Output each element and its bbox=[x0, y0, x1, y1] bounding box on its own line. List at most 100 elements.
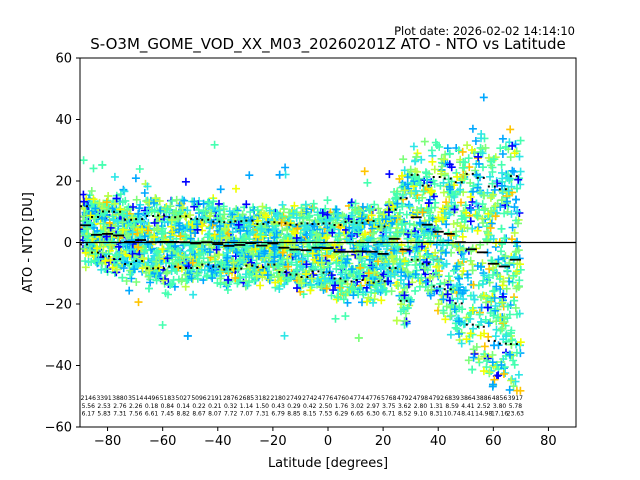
bin-stat-std: 7.56 bbox=[129, 411, 143, 418]
scatter-point bbox=[227, 219, 235, 228]
bin-stat-std: 6.30 bbox=[366, 411, 380, 418]
scatter-point bbox=[363, 297, 371, 306]
scatter-point bbox=[93, 244, 101, 253]
scatter-point bbox=[487, 219, 496, 228]
scatter-point bbox=[484, 332, 493, 341]
scatter-point bbox=[496, 144, 505, 153]
scatter-point bbox=[231, 252, 240, 261]
scatter-point bbox=[253, 206, 262, 215]
scatter-point bbox=[442, 198, 451, 207]
scatter-point bbox=[449, 266, 458, 275]
scatter-point bbox=[473, 226, 482, 235]
scatter-point bbox=[347, 285, 356, 294]
scatter-point bbox=[208, 274, 217, 283]
scatter-point bbox=[269, 243, 278, 252]
bin-stat-mean: 0.18 bbox=[145, 403, 159, 410]
bin-std-markers bbox=[80, 172, 521, 345]
scatter-point bbox=[473, 262, 482, 270]
scatter-point bbox=[248, 228, 257, 237]
bin-stat-count: 2146 bbox=[81, 395, 96, 402]
scatter-point bbox=[341, 258, 350, 267]
scatter-point bbox=[87, 187, 96, 195]
scatter-point bbox=[104, 192, 113, 200]
scatter-point bbox=[461, 170, 470, 179]
scatter-point bbox=[468, 244, 477, 253]
scatter-point bbox=[283, 225, 292, 234]
scatter-point bbox=[243, 243, 251, 252]
scatter-point bbox=[318, 209, 327, 217]
scatter-point bbox=[349, 220, 358, 229]
scatter-point bbox=[406, 165, 415, 174]
scatter-point bbox=[262, 203, 271, 212]
scatter-point bbox=[429, 176, 438, 185]
scatter-point bbox=[508, 235, 516, 244]
scatter-point bbox=[427, 187, 436, 196]
scatter-point bbox=[420, 137, 429, 146]
scatter-point bbox=[335, 283, 344, 292]
scatter-point bbox=[140, 189, 149, 197]
scatter-point bbox=[468, 306, 477, 315]
y-tick-label: −40 bbox=[45, 359, 72, 374]
scatter-point bbox=[467, 205, 475, 214]
scatter-point bbox=[402, 210, 411, 219]
scatter-point bbox=[455, 246, 464, 254]
scatter-point bbox=[503, 266, 512, 275]
scatter-point bbox=[511, 303, 520, 312]
plot-date: Plot date: 2026-02-02 14:14:10 bbox=[394, 24, 575, 38]
scatter-point bbox=[164, 244, 173, 253]
scatter-point bbox=[490, 286, 499, 295]
scatter-point bbox=[215, 231, 224, 240]
scatter-point bbox=[405, 202, 414, 211]
x-tick-label: −80 bbox=[94, 434, 121, 449]
scatter-point bbox=[365, 281, 374, 290]
scatter-point bbox=[454, 146, 463, 155]
bin-stat-count: 3880 bbox=[112, 395, 127, 402]
scatter-point bbox=[104, 228, 113, 237]
bin-stat-std: 8.41 bbox=[461, 411, 475, 418]
scatter-point bbox=[86, 211, 95, 220]
scatter-point bbox=[154, 212, 163, 221]
scatter-point bbox=[510, 203, 519, 212]
scatter-point bbox=[102, 198, 111, 207]
scatter-point bbox=[411, 286, 420, 295]
scatter-point bbox=[502, 284, 511, 293]
scatter-point bbox=[512, 348, 521, 357]
scatter-point bbox=[489, 271, 497, 279]
scatter-point bbox=[348, 265, 356, 274]
scatter-point bbox=[485, 265, 494, 273]
scatter-point bbox=[364, 293, 373, 302]
scatter-point bbox=[245, 171, 254, 180]
scatter-point bbox=[128, 213, 137, 222]
scatter-point bbox=[223, 286, 232, 294]
bin-stat-std: 6.61 bbox=[145, 411, 159, 418]
scatter-point bbox=[96, 237, 105, 246]
scatter-point bbox=[283, 237, 292, 246]
scatter-point bbox=[114, 242, 123, 251]
scatter-point bbox=[89, 251, 98, 260]
scatter-point bbox=[458, 147, 467, 156]
scatter-point bbox=[361, 288, 370, 297]
scatter-point bbox=[181, 282, 190, 291]
bin-stat-std: 8.31 bbox=[430, 411, 444, 418]
scatter-point bbox=[132, 278, 141, 286]
bin-stat-std: 17.16 bbox=[491, 411, 508, 418]
scatter-point bbox=[411, 270, 420, 279]
scatter-point bbox=[186, 234, 195, 243]
scatter-point bbox=[249, 250, 258, 259]
scatter-point bbox=[499, 370, 508, 378]
scatter-point bbox=[455, 317, 463, 326]
bin-stat-std: 8.67 bbox=[192, 411, 206, 418]
bin-stat-mean: 4.41 bbox=[461, 403, 475, 410]
scatter-point bbox=[433, 141, 441, 149]
scatter-point bbox=[274, 272, 282, 281]
bin-stat-count: 4792 bbox=[397, 395, 412, 402]
bin-stat-mean: 3.80 bbox=[493, 403, 507, 410]
scatter-point bbox=[274, 261, 283, 270]
x-axis-ticks: −80 −60 −40 −20 0 20 40 60 80 bbox=[94, 427, 557, 449]
y-tick-label: −20 bbox=[45, 298, 72, 313]
scatter-point bbox=[122, 277, 131, 285]
scatter-point bbox=[321, 204, 330, 213]
scatter-point bbox=[171, 242, 180, 251]
scatter-point bbox=[410, 227, 419, 236]
scatter-point bbox=[516, 386, 525, 395]
